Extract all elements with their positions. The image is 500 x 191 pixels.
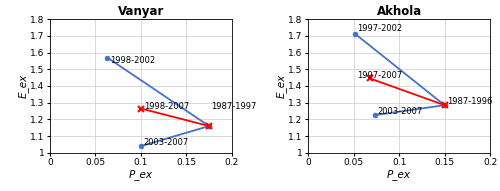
Text: 1997-2002: 1997-2002: [358, 24, 403, 33]
Text: 1987-1997: 1987-1997: [211, 102, 256, 111]
Text: 1998-2007: 1998-2007: [144, 102, 189, 111]
Text: 2003-2007: 2003-2007: [378, 107, 422, 116]
Title: Akhola: Akhola: [376, 5, 422, 18]
X-axis label: P_ex: P_ex: [387, 169, 411, 180]
Text: 1998-2002: 1998-2002: [110, 56, 155, 65]
Y-axis label: E_ex: E_ex: [276, 74, 287, 98]
X-axis label: P_ex: P_ex: [129, 169, 153, 180]
Y-axis label: E_ex: E_ex: [18, 74, 28, 98]
Text: 2003-2007: 2003-2007: [144, 138, 189, 147]
Title: Vanyar: Vanyar: [118, 5, 164, 18]
Text: 1997-2007: 1997-2007: [358, 71, 403, 80]
Text: 1987-1996: 1987-1996: [448, 97, 492, 106]
